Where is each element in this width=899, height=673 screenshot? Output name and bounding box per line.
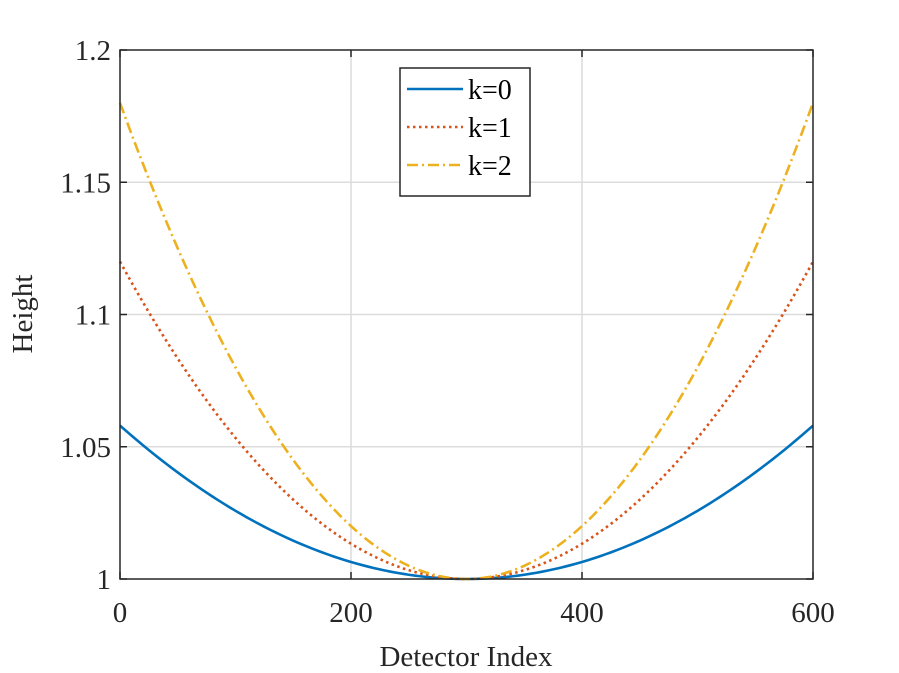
series-line-k1 <box>118 260 815 581</box>
y-axis-label: Height <box>7 275 39 354</box>
y-tick-label: 1.05 <box>60 432 111 464</box>
y-tick-label: 1.1 <box>75 300 111 332</box>
y-tick-label: 1.2 <box>75 35 111 67</box>
y-tick-label: 1 <box>97 564 112 596</box>
y-tick-label: 1.15 <box>60 167 111 199</box>
axis-ticks <box>119 49 814 580</box>
legend: k=0 k=1 k=2 <box>399 67 531 197</box>
x-tick-label: 400 <box>560 597 604 629</box>
x-tick-label: 0 <box>113 597 128 629</box>
legend-label-k2: k=2 <box>468 151 512 182</box>
grid-lines <box>120 50 813 579</box>
axis-tick-labels: 0 200 400 600 1 1.05 1.1 1.15 1.2 <box>60 35 835 629</box>
legend-label-k1: k=1 <box>468 113 512 144</box>
x-tick-label: 200 <box>329 597 373 629</box>
x-tick-label: 600 <box>791 597 835 629</box>
x-axis-label: Detector Index <box>379 641 553 673</box>
legend-label-k0: k=0 <box>468 75 512 106</box>
